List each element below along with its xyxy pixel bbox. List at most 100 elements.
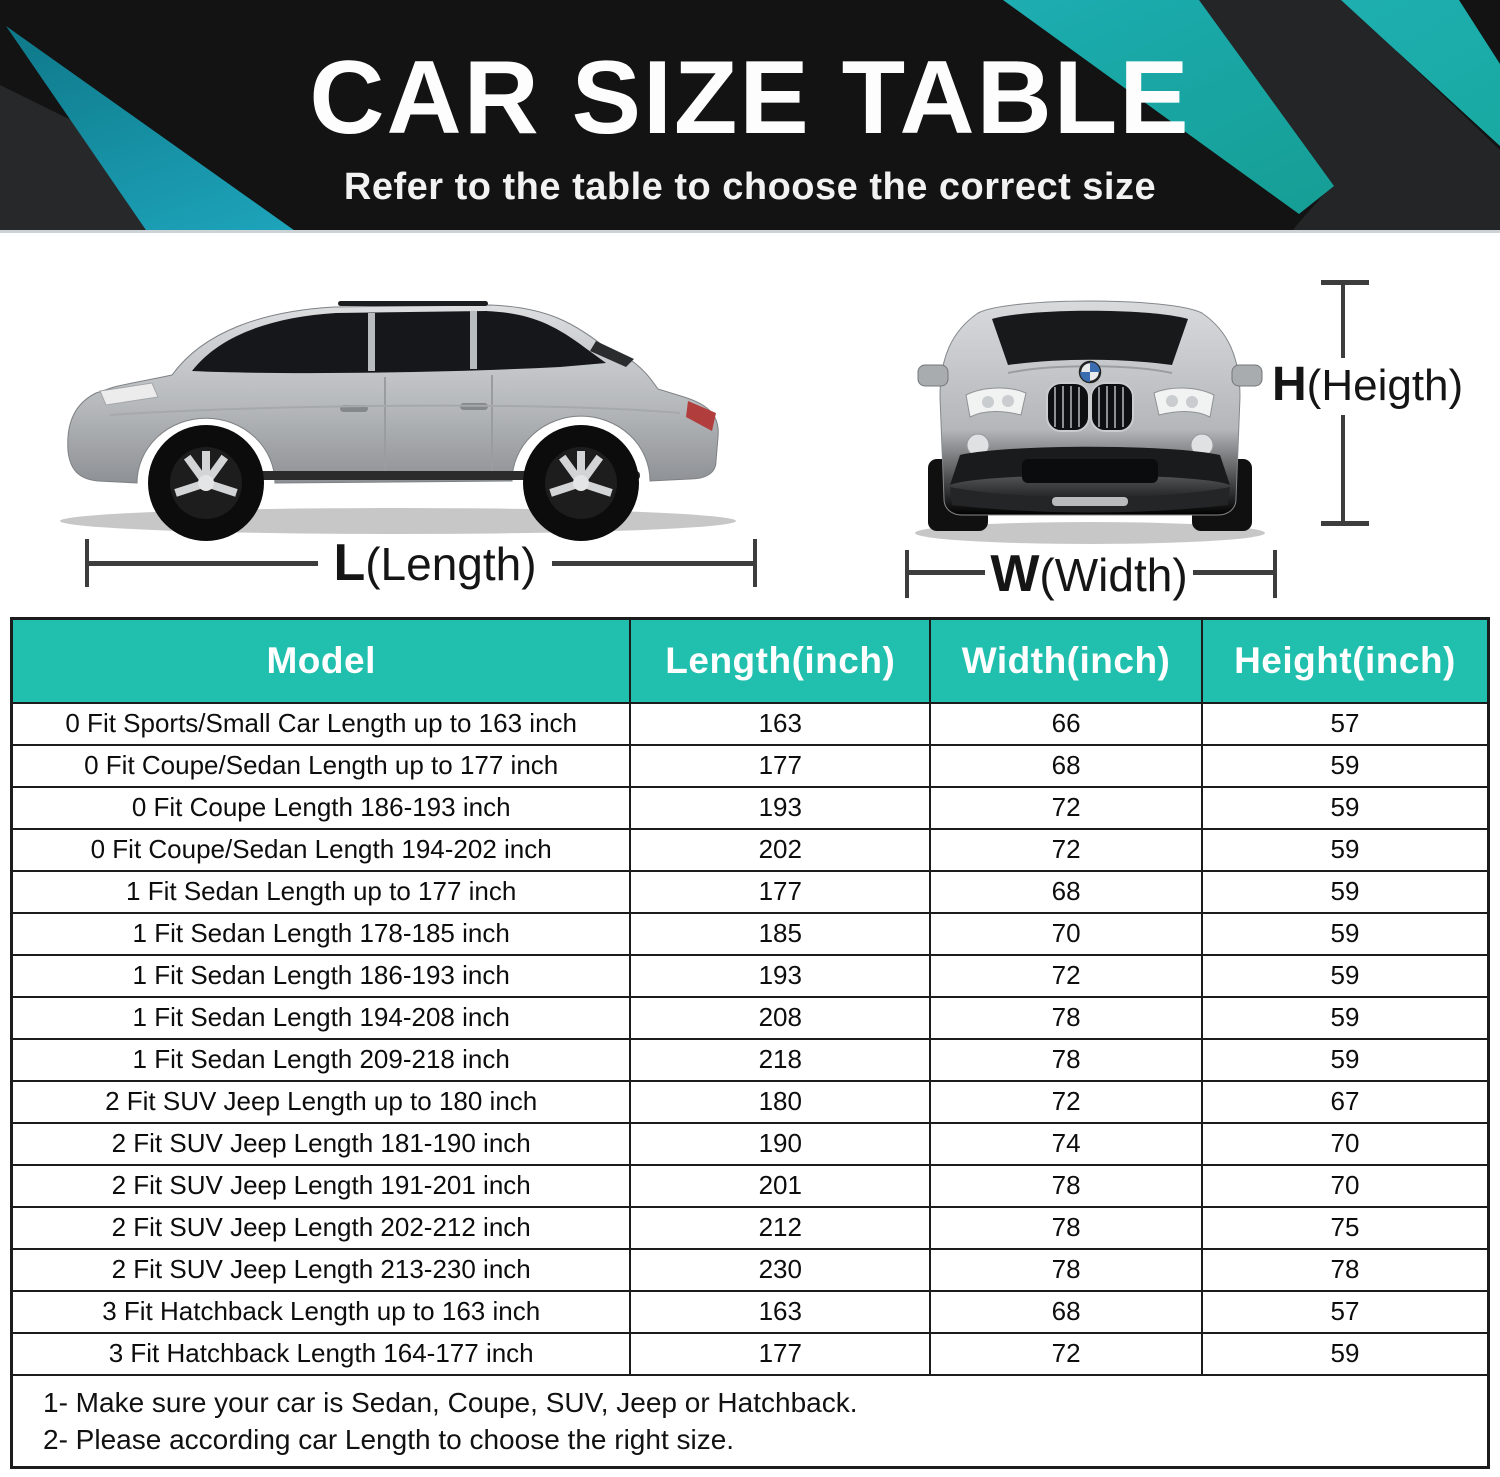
height-cell: 57 [1200,701,1490,746]
width-cell: 72 [929,827,1203,872]
length-cell: 163 [629,1289,932,1334]
length-cell: 177 [629,869,932,914]
table-row: 1 Fit Sedan Length 209-218 inch 218 78 59 [10,1037,1490,1082]
length-cell: 212 [629,1205,932,1250]
height-dim-cap-top [1321,280,1369,285]
table-row: 2 Fit SUV Jeep Length 202-212 inch 212 78 7… [10,1205,1490,1250]
model-cell: 3 Fit Hatchback Length up to 163 inch [10,1289,632,1334]
height-cell: 78 [1200,1247,1490,1292]
width-cell: 70 [929,911,1203,956]
table-row: 2 Fit SUV Jeep Length 181-190 inch 190 74 7… [10,1121,1490,1166]
length-cell: 201 [629,1163,932,1208]
model-cell: 2 Fit SUV Jeep Length 191-201 inch [10,1163,632,1208]
length-cell: 185 [629,911,932,956]
height-cell: 59 [1200,827,1490,872]
length-cell: 208 [629,995,932,1040]
model-cell: 0 Fit Coupe/Sedan Length up to 177 inch [10,743,632,788]
model-cell: 1 Fit Sedan Length 186-193 inch [10,953,632,998]
size-table-footer: 1- Make sure your car is Sedan, Coupe, S… [10,1373,1490,1468]
height-cell: 59 [1200,911,1490,956]
length-cell: 193 [629,953,932,998]
table-row: 0 Fit Coupe Length 186-193 inch 193 72 59 [10,785,1490,830]
width-cell: 72 [929,953,1203,998]
table-row: 0 Fit Sports/Small Car Length up to 163 … [10,701,1490,746]
page-title: CAR SIZE TABLE [309,40,1191,156]
note-1: 1- Make sure your car is Sedan, Coupe, S… [43,1386,858,1418]
length-cell: 163 [629,701,932,746]
height-cell: 70 [1200,1163,1490,1208]
car-front-image [915,300,1265,544]
width-dim-tick-left [905,550,909,598]
size-table-header: Model Length(inch) Width(inch) Height(in… [10,617,1490,704]
table-row: 1 Fit Sedan Length 186-193 inch 193 72 59 [10,953,1490,998]
notes-cell: 1- Make sure your car is Sedan, Coupe, S… [10,1373,1490,1468]
width-letter: W [990,545,1040,603]
width-dim-label: W(Width) [985,544,1193,604]
height-dim-label: H(Heigth) [1272,357,1463,412]
height-cell: 75 [1200,1205,1490,1250]
model-cell: 2 Fit SUV Jeep Length up to 180 inch [10,1079,632,1124]
model-cell: 1 Fit Sedan Length 209-218 inch [10,1037,632,1082]
height-cell: 59 [1200,743,1490,788]
model-cell: 2 Fit SUV Jeep Length 202-212 inch [10,1205,632,1250]
length-dim-tick-right [753,539,757,587]
width-cell: 78 [929,1205,1203,1250]
height-dim-line-upper [1341,285,1345,358]
length-cell: 177 [629,1331,932,1376]
model-cell: 2 Fit SUV Jeep Length 213-230 inch [10,1247,632,1292]
banner: CAR SIZE TABLE Refer to the table to cho… [0,0,1500,233]
height-letter: H [1272,358,1307,411]
width-cell: 68 [929,869,1203,914]
length-cell: 190 [629,1121,932,1166]
width-cell: 68 [929,743,1203,788]
width-cell: 72 [929,785,1203,830]
height-cell: 59 [1200,1331,1490,1376]
model-cell: 0 Fit Coupe Length 186-193 inch [10,785,632,830]
width-dim-line-right [1193,570,1277,575]
height-cell: 59 [1200,995,1490,1040]
table-row: 1 Fit Sedan Length up to 177 inch 177 68 59 [10,869,1490,914]
note-2: 2- Please according car Length to choose… [43,1423,735,1455]
length-dim-line-left [89,561,318,566]
width-cell: 72 [929,1331,1203,1376]
height-word: (Heigth) [1306,361,1464,410]
length-letter: L [333,534,366,592]
table-row: 2 Fit SUV Jeep Length 191-201 inch 201 78 7… [10,1163,1490,1208]
column-header-width: Width(inch) [929,617,1203,704]
width-dim-line-left [909,570,985,575]
banner-text: CAR SIZE TABLE Refer to the table to cho… [0,0,1500,209]
model-cell: 3 Fit Hatchback Length 164-177 inch [10,1331,632,1376]
table-row: 0 Fit Coupe/Sedan Length 194-202 inch 202… [10,827,1490,872]
width-cell: 78 [929,995,1203,1040]
width-cell: 74 [929,1121,1203,1166]
column-header-height: Height(inch) [1200,617,1490,704]
height-cell: 70 [1200,1121,1490,1166]
width-dim-tick-right [1273,550,1277,598]
table-row: 3 Fit Hatchback Length 164-177 inch 177 72… [10,1331,1490,1376]
height-cell: 59 [1200,1037,1490,1082]
length-dim-line-right [552,561,753,566]
height-dim-cap-bottom [1321,521,1369,526]
length-cell: 218 [629,1037,932,1082]
length-cell: 177 [629,743,932,788]
table-row: 3 Fit Hatchback Length up to 163 inch 163… [10,1289,1490,1334]
width-cell: 72 [929,1079,1203,1124]
length-cell: 230 [629,1247,932,1292]
table-row: 2 Fit SUV Jeep Length up to 180 inch 180 7… [10,1079,1490,1124]
page-subtitle: Refer to the table to choose the correct… [343,166,1157,208]
model-cell: 1 Fit Sedan Length up to 177 inch [10,869,632,914]
length-cell: 180 [629,1079,932,1124]
length-dim-label: L(Length) [105,533,765,593]
size-table: Model Length(inch) Width(inch) Height(in… [10,617,1490,1469]
width-cell: 78 [929,1037,1203,1082]
length-cell: 193 [629,785,932,830]
header-row: Model Length(inch) Width(inch) Height(in… [10,617,1490,704]
table-row: 2 Fit SUV Jeep Length 213-230 inch 230 78 7… [10,1247,1490,1292]
model-cell: 2 Fit SUV Jeep Length 181-190 inch [10,1121,632,1166]
height-cell: 59 [1200,953,1490,998]
height-cell: 59 [1200,869,1490,914]
model-cell: 1 Fit Sedan Length 178-185 inch [10,911,632,956]
table-row: 0 Fit Coupe/Sedan Length up to 177 inch 1… [10,743,1490,788]
size-table-body: 0 Fit Sports/Small Car Length up to 163 … [10,701,1490,1376]
